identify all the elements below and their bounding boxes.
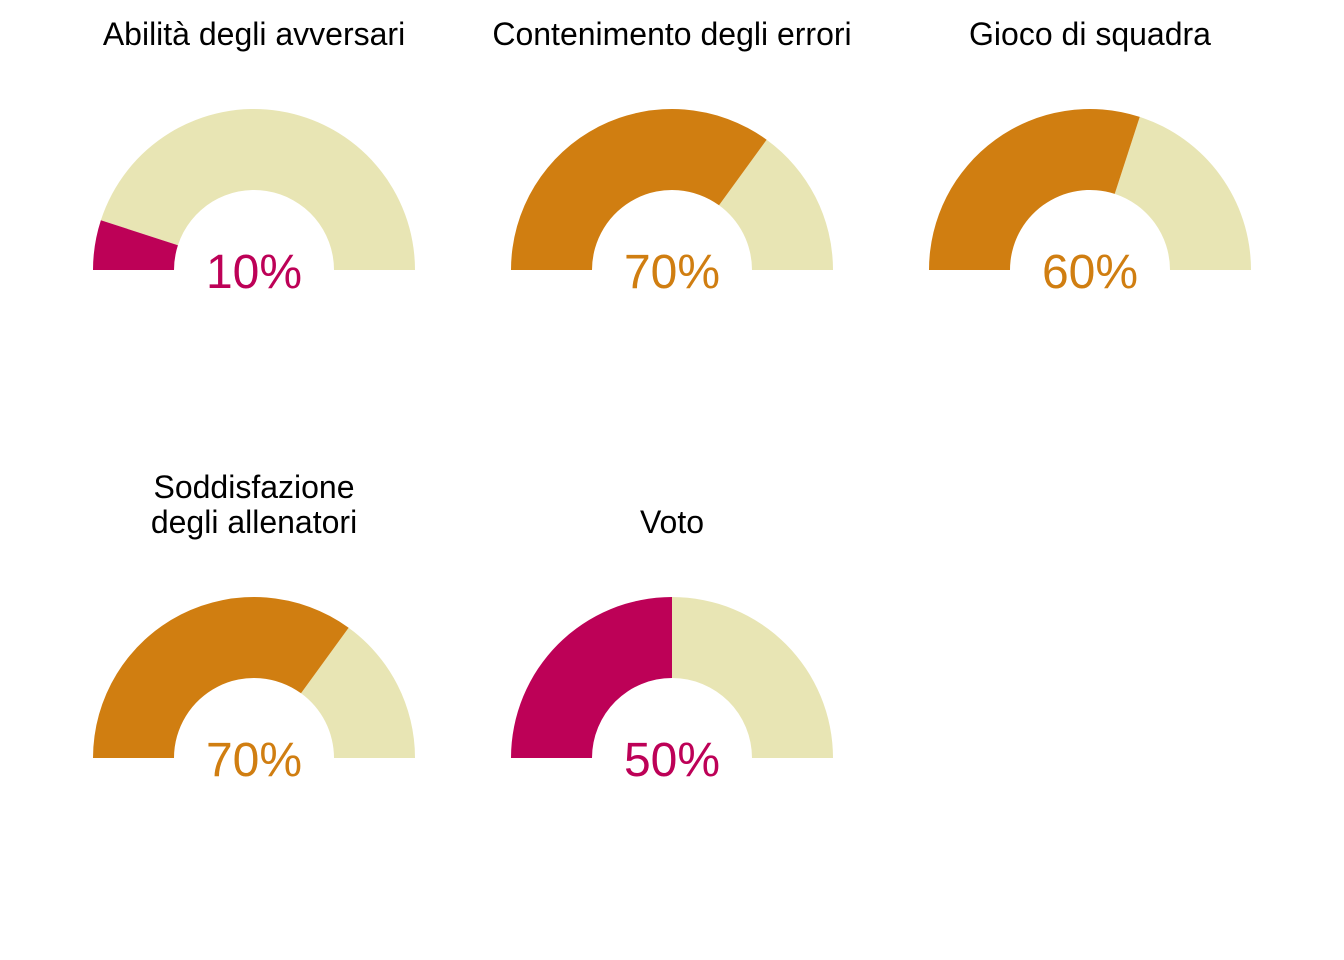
gauge-value-label: 70% [206, 734, 302, 787]
gauge-value-arc [511, 597, 672, 758]
gauge: Abilità degli avversari 10% [93, 16, 416, 299]
gauge-value-arc [511, 109, 767, 270]
gauge-value-arc [93, 597, 349, 758]
gauge-title: Voto [640, 504, 704, 540]
gauge-value-label: 10% [206, 246, 302, 299]
gauge-value-label: 60% [1042, 246, 1138, 299]
gauge-track [100, 109, 416, 270]
gauge-track [1114, 116, 1251, 270]
gauge-track [719, 139, 833, 270]
gauge-title: degli allenatori [151, 504, 357, 540]
gauge: Contenimento degli errori 70% [492, 16, 851, 299]
gauge-title: Contenimento degli errori [492, 16, 851, 52]
gauge: Voto 50% [511, 504, 833, 787]
gauge-value-arc [929, 109, 1140, 271]
gauge-track [672, 597, 833, 758]
gauge-value-arc [93, 220, 178, 270]
gauge-title: Soddisfazione [153, 469, 354, 505]
gauge-value-label: 70% [624, 246, 720, 299]
gauge-title: Gioco di squadra [969, 16, 1211, 52]
gauge-title: Abilità degli avversari [103, 16, 405, 52]
gauge-value-label: 50% [624, 734, 720, 787]
gauge: Gioco di squadra 60% [929, 16, 1251, 299]
gauge-track [301, 627, 415, 758]
